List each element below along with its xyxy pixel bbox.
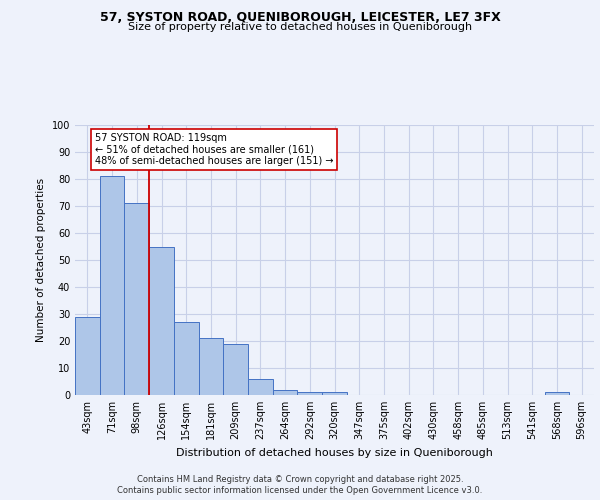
Bar [149,246,174,395]
Text: 57, SYSTON ROAD, QUENIBOROUGH, LEICESTER, LE7 3FX: 57, SYSTON ROAD, QUENIBOROUGH, LEICESTER… [100,11,500,24]
Bar [174,322,199,395]
Text: Contains HM Land Registry data © Crown copyright and database right 2025.: Contains HM Land Registry data © Crown c… [137,475,463,484]
Bar [75,316,100,395]
Text: Size of property relative to detached houses in Queniborough: Size of property relative to detached ho… [128,22,472,32]
X-axis label: Distribution of detached houses by size in Queniborough: Distribution of detached houses by size … [176,448,493,458]
Text: 57 SYSTON ROAD: 119sqm
← 51% of detached houses are smaller (161)
48% of semi-de: 57 SYSTON ROAD: 119sqm ← 51% of detached… [95,133,333,166]
Bar [273,390,298,395]
Bar [199,338,223,395]
Bar [100,176,124,395]
Bar [298,392,322,395]
Bar [124,204,149,395]
Bar [322,392,347,395]
Bar [223,344,248,395]
Bar [248,379,273,395]
Text: Contains public sector information licensed under the Open Government Licence v3: Contains public sector information licen… [118,486,482,495]
Bar [545,392,569,395]
Y-axis label: Number of detached properties: Number of detached properties [36,178,46,342]
